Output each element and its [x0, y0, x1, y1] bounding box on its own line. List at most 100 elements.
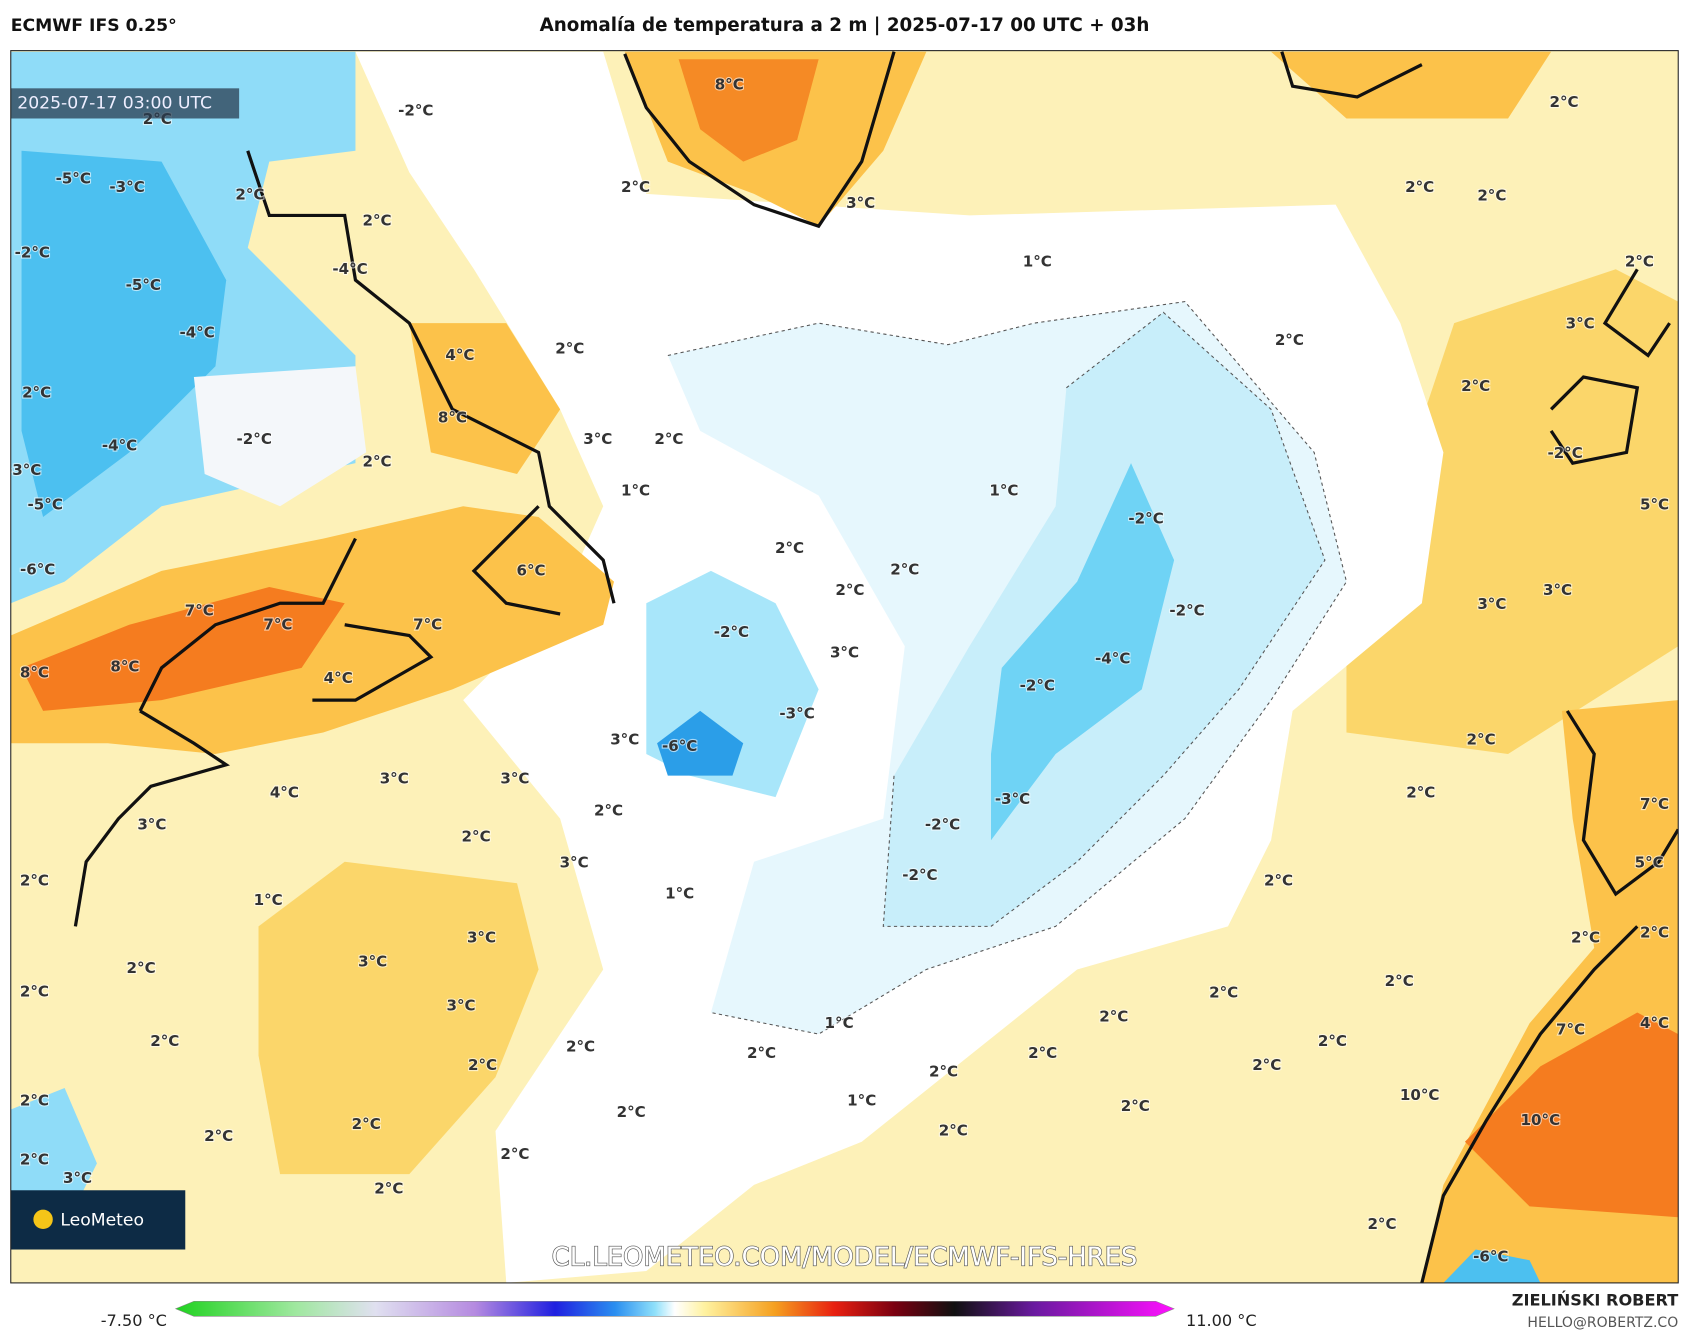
anomaly-label: 2°C [1640, 923, 1669, 941]
anomaly-area [990, 463, 1175, 841]
anomaly-label: -5°C [126, 276, 161, 294]
anomaly-label: 2°C [20, 1151, 49, 1169]
anomaly-label: 2°C [654, 430, 683, 448]
anomaly-label: 4°C [1640, 1014, 1669, 1032]
anomaly-label: 2°C [1367, 1215, 1396, 1233]
anomaly-label: 2°C [1264, 872, 1293, 890]
anomaly-label: 2°C [594, 802, 623, 820]
anomaly-label: 10°C [1400, 1086, 1440, 1104]
anomaly-label: 2°C [1467, 731, 1496, 749]
anomaly-label: -2°C [1020, 677, 1055, 695]
colorbar-bar [174, 1300, 1175, 1317]
anomaly-label: 3°C [610, 731, 639, 749]
anomaly-label: 2°C [1571, 929, 1600, 947]
colorbar-min: -7.50 °C [101, 1311, 167, 1330]
anomaly-label: 3°C [560, 853, 589, 871]
coastlines [73, 51, 1679, 1283]
anomaly-label: 5°C [1635, 853, 1664, 871]
anomaly-label: 3°C [846, 194, 875, 212]
anomaly-label: 2°C [1209, 984, 1238, 1002]
anomaly-label: 2°C [20, 1091, 49, 1109]
anomaly-area [1443, 1249, 1541, 1283]
anomaly-label: 2°C [621, 178, 650, 196]
anomaly-label: 2°C [1549, 93, 1578, 111]
anomaly-area [409, 323, 561, 474]
anomaly-label: 3°C [500, 769, 529, 787]
anomaly-label: -4°C [1095, 650, 1130, 668]
anomaly-label: 3°C [1566, 315, 1595, 333]
anomaly-label: -6°C [662, 737, 697, 755]
anomaly-label: 2°C [1318, 1032, 1347, 1050]
anomaly-label: -2°C [15, 244, 50, 262]
anomaly-area [258, 861, 539, 1175]
anomaly-label: 2°C [500, 1145, 529, 1163]
anomaly-label: 2°C [362, 211, 391, 229]
anomaly-label: -3°C [995, 790, 1030, 808]
anomaly-label: 2°C [374, 1180, 403, 1198]
timestamp: 2025-07-17 03:00 UTC [17, 93, 212, 113]
anomaly-label: 4°C [445, 346, 474, 364]
map-title: Anomalía de temperatura a 2 m | 2025-07-… [540, 15, 1150, 36]
anomaly-label: 2°C [890, 560, 919, 578]
anomaly-label: -4°C [179, 323, 214, 341]
anomaly-label: 1°C [989, 482, 1018, 500]
anomaly-label: 2°C [939, 1122, 968, 1140]
anomaly-label: 2°C [1625, 252, 1654, 270]
colorbar: -7.50 °C 11.00 °C [101, 1300, 1257, 1330]
anomaly-label: 2°C [1385, 972, 1414, 990]
anomaly-area [657, 710, 744, 776]
anomaly-label: 2°C [1461, 377, 1490, 395]
anomaly-label: -2°C [925, 816, 960, 834]
anomaly-label: 2°C [22, 384, 51, 402]
anomaly-label: 2°C [1028, 1044, 1057, 1062]
anomaly-label: -3°C [109, 178, 144, 196]
anomaly-area [678, 59, 819, 162]
anomaly-label: 2°C [204, 1127, 233, 1145]
anomaly-label: 3°C [467, 929, 496, 947]
anomaly-label: 3°C [446, 997, 475, 1015]
anomaly-label: 2°C [127, 959, 156, 977]
anomaly-label: -6°C [20, 560, 55, 578]
anomaly-area [193, 366, 367, 507]
anomaly-label: 2°C [468, 1056, 497, 1074]
anomaly-label: 2°C [1275, 331, 1304, 349]
anomaly-label: 7°C [263, 615, 292, 633]
anomaly-label: -5°C [28, 496, 63, 514]
anomaly-label: -2°C [1128, 510, 1163, 528]
anomaly-label: 2°C [150, 1032, 179, 1050]
anomaly-label: 2°C [1405, 178, 1434, 196]
anomaly-area [21, 150, 227, 518]
contours [667, 301, 1348, 1035]
anomaly-label: -6°C [1473, 1248, 1508, 1266]
anomaly-label: 2°C [352, 1115, 381, 1133]
anomaly-label: 2°C [747, 1044, 776, 1062]
anomaly-label: 7°C [1556, 1020, 1585, 1038]
anomaly-label: 2°C [555, 340, 584, 358]
watermark: CL.LEOMETEO.COM/MODEL/ECMWF-IFS-HRES [552, 1243, 1138, 1273]
anomaly-label: 1°C [847, 1091, 876, 1109]
anomaly-label: 2°C [775, 539, 804, 557]
logo-sun [33, 1209, 53, 1230]
anomaly-label: 2°C [1099, 1007, 1128, 1025]
anomaly-label: -2°C [902, 866, 937, 884]
anomaly-label: 3°C [1543, 581, 1572, 599]
anomaly-label: 7°C [1640, 795, 1669, 813]
anomaly-label: -2°C [1169, 601, 1204, 619]
anomaly-label: 1°C [665, 885, 694, 903]
anomaly-label: 2°C [462, 827, 491, 845]
anomaly-label: 2°C [1477, 187, 1506, 205]
anomaly-label: 4°C [270, 783, 299, 801]
anomaly-area [1346, 269, 1679, 755]
anomaly-label: 10°C [1521, 1111, 1561, 1129]
anomaly-label: -3°C [779, 705, 814, 723]
colorbar-max: 11.00 °C [1186, 1311, 1257, 1330]
anomaly-label: 2°C [835, 581, 864, 599]
anomaly-label: 2°C [1121, 1097, 1150, 1115]
anomaly-label: 3°C [358, 952, 387, 970]
anomaly-label: 3°C [137, 816, 166, 834]
anomaly-area [1271, 51, 1552, 119]
map-labels: -2°C 2°C 8°C 2°C -5°C -3°C 2°C 2°C 3°C 2°C 2°C 2°C -… [11, 75, 1670, 1267]
anomaly-label: -2°C [714, 623, 749, 641]
map-area: -2°C 2°C 8°C 2°C -5°C -3°C 2°C 2°C 3°C 2°C 2°C 2°C -… [11, 50, 1679, 1283]
